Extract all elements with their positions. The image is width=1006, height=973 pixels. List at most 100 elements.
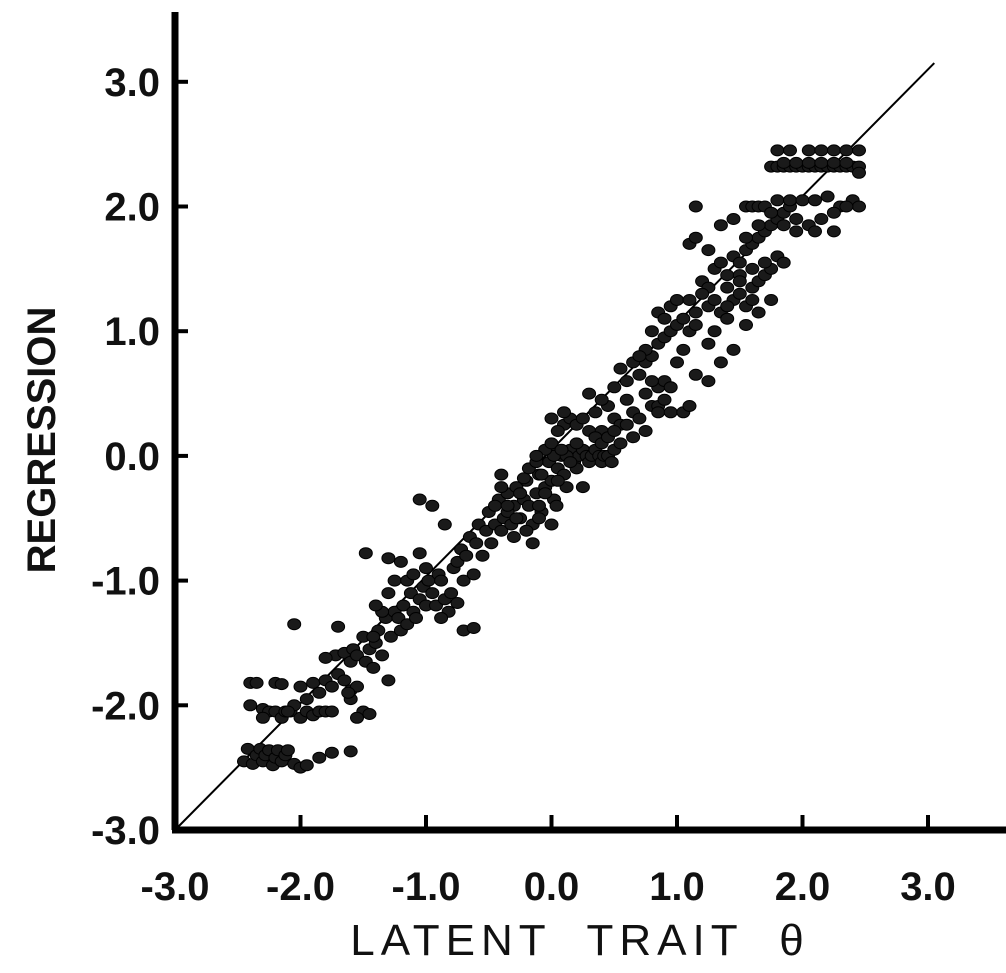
data-point — [839, 144, 854, 157]
data-point — [358, 547, 373, 560]
data-point — [651, 406, 666, 419]
data-point — [274, 678, 289, 691]
data-point — [529, 449, 544, 462]
data-point — [532, 499, 546, 512]
data-point — [632, 412, 647, 425]
data-point — [657, 312, 672, 325]
data-point — [396, 599, 411, 612]
data-point — [466, 622, 481, 634]
data-point — [575, 412, 590, 425]
data-point — [770, 144, 785, 157]
data-point — [538, 487, 553, 500]
data-point — [459, 549, 474, 562]
data-point — [366, 661, 381, 674]
data-point — [381, 587, 396, 600]
data-point — [657, 393, 672, 406]
data-point — [644, 325, 659, 338]
data-point — [255, 711, 270, 724]
data-point — [287, 618, 302, 631]
data-point — [444, 587, 459, 600]
data-point — [663, 406, 678, 419]
data-point — [312, 686, 327, 699]
data-point — [563, 456, 578, 469]
data-point — [613, 362, 628, 375]
data-point — [494, 524, 509, 537]
data-point — [456, 574, 471, 587]
data-point — [739, 319, 753, 331]
data-point — [494, 481, 509, 494]
data-point — [466, 568, 481, 581]
data-point — [383, 630, 398, 643]
data-point — [732, 275, 747, 288]
data-point — [795, 194, 810, 207]
data-point — [412, 547, 427, 560]
data-point — [506, 531, 521, 543]
data-point — [826, 225, 841, 238]
data-point — [751, 219, 766, 232]
data-point — [720, 312, 735, 325]
data-point — [801, 144, 816, 157]
data-point — [701, 375, 716, 388]
data-point — [808, 194, 822, 207]
data-point — [682, 400, 697, 412]
data-point — [368, 599, 383, 612]
data-point — [688, 319, 703, 331]
data-point — [808, 225, 822, 238]
data-point — [726, 343, 741, 356]
data-point — [324, 705, 339, 718]
data-point — [549, 499, 564, 512]
data-point — [839, 200, 854, 213]
data-point — [393, 555, 408, 568]
data-point — [638, 425, 653, 437]
data-point — [663, 381, 678, 394]
data-point — [557, 406, 571, 419]
data-point — [789, 156, 804, 169]
data-point — [770, 194, 785, 207]
data-point — [852, 144, 866, 157]
data-point — [484, 537, 499, 550]
data-point — [695, 287, 710, 300]
data-point — [366, 630, 381, 643]
data-point — [293, 680, 308, 693]
data-point — [412, 493, 427, 506]
data-point — [757, 256, 772, 269]
data-point — [632, 368, 647, 381]
x-tick-label: 3.0 — [900, 865, 956, 909]
data-point — [814, 144, 829, 157]
data-point — [826, 206, 841, 219]
data-point — [544, 518, 559, 531]
data-point — [676, 343, 691, 356]
y-tick-label: -3.0 — [91, 809, 160, 853]
data-point — [450, 597, 465, 609]
data-point — [713, 256, 728, 269]
data-point — [619, 375, 634, 388]
data-point — [701, 337, 716, 350]
data-point — [713, 356, 728, 369]
y-tick-label: 2.0 — [104, 186, 160, 230]
data-point — [619, 418, 634, 431]
data-point — [839, 156, 854, 169]
data-point — [544, 437, 559, 450]
data-point — [516, 472, 531, 485]
data-point — [720, 269, 735, 282]
data-point — [582, 387, 597, 400]
data-point — [469, 537, 484, 550]
data-point — [789, 213, 804, 225]
data-point — [500, 499, 515, 512]
data-point — [362, 708, 377, 720]
data-point — [494, 468, 509, 481]
data-point — [534, 468, 549, 481]
data-point — [406, 568, 421, 581]
data-point — [475, 549, 490, 562]
data-point — [280, 744, 295, 757]
x-tick-label: -3.0 — [141, 865, 210, 909]
y-tick-label: -1.0 — [91, 560, 160, 604]
data-point — [607, 425, 622, 437]
y-tick-label: 0.0 — [104, 435, 160, 479]
data-point — [387, 574, 402, 587]
data-point — [381, 552, 396, 565]
data-point — [789, 225, 804, 238]
data-point — [776, 156, 791, 169]
data-point — [434, 574, 449, 587]
data-point — [732, 287, 747, 300]
